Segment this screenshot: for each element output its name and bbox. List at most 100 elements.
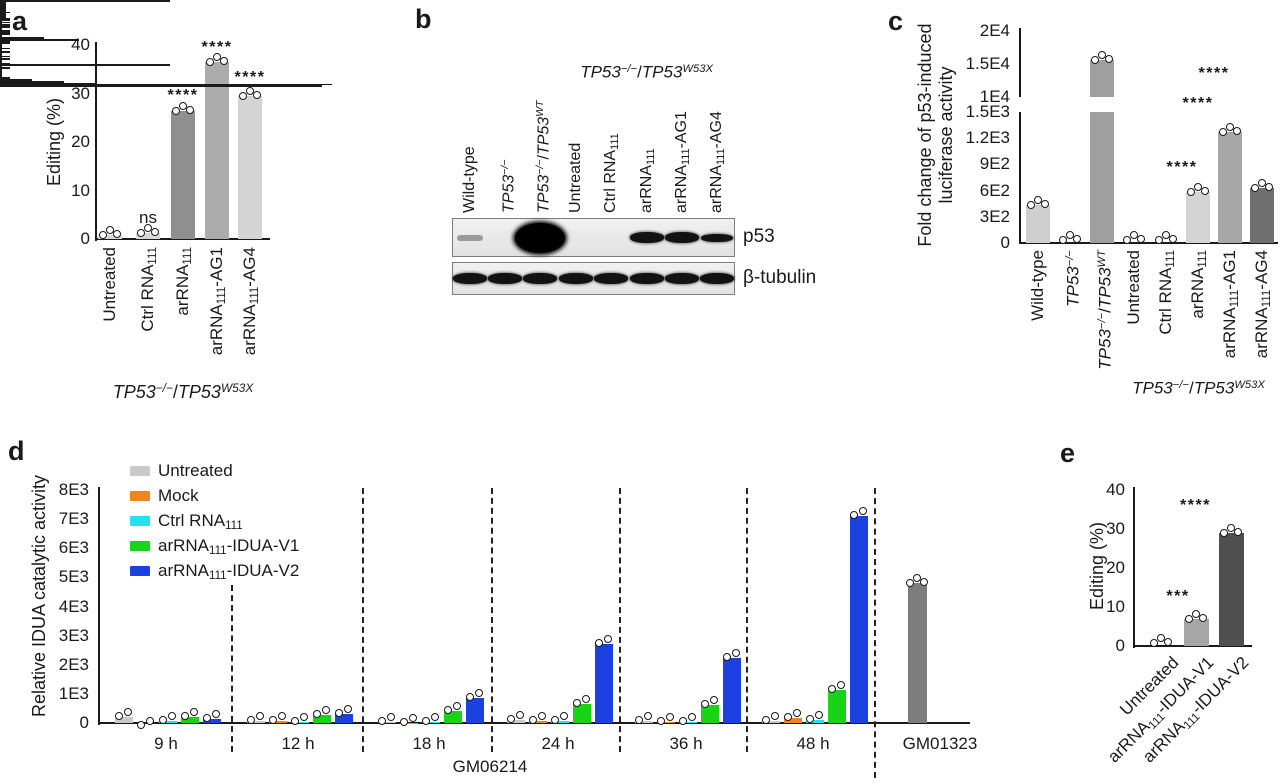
data-dot [475, 688, 483, 697]
data-dot [378, 716, 386, 725]
data-dot [239, 92, 247, 101]
y-axis-title: Editing (%) [44, 97, 64, 187]
bar [247, 721, 265, 723]
data-dot [784, 713, 792, 722]
y-tick-mark [0, 4, 6, 6]
cell-line-line [0, 83, 332, 86]
y-axis-upper-line [1019, 28, 1021, 97]
error-bar-line [0, 80, 2, 83]
y-tick-mark [0, 2, 6, 4]
data-dot [701, 699, 709, 708]
data-dot [828, 684, 836, 693]
y-axis-line [98, 487, 100, 725]
error-bar-line [0, 49, 2, 52]
data-dot [322, 706, 330, 715]
bar [551, 721, 569, 723]
error-bar-cap [0, 47, 10, 50]
bar [784, 718, 802, 723]
protein-band [594, 273, 629, 284]
data-dot [1059, 236, 1067, 244]
group-separator [746, 488, 748, 752]
legend-label: arRNA111-IDUA-V2 [158, 561, 300, 583]
data-dot [1137, 235, 1145, 243]
data-dot [529, 716, 537, 724]
data-dot [1220, 528, 1228, 537]
bar [400, 722, 418, 724]
group-label: 36 h [669, 734, 703, 753]
sig-stars: **** [1166, 159, 1198, 176]
protein-band [523, 273, 558, 284]
group-separator [619, 488, 621, 752]
y-tick-label: 1.2E3 [965, 128, 1010, 148]
data-dot [99, 230, 107, 239]
x-category-label: arRNA111-AG4 [240, 247, 262, 356]
group-separator [491, 488, 493, 752]
lane-label: arRNA111-AG4 [708, 111, 728, 213]
error-bar-cap [0, 19, 10, 21]
data-dot [253, 91, 261, 100]
protein-band [629, 273, 664, 284]
data-dot [1123, 236, 1131, 244]
sig-line [0, 82, 96, 85]
error-bar-line [0, 52, 2, 59]
y-tick-label: 6E2 [979, 180, 1010, 200]
protein-band [558, 273, 593, 284]
data-dot [453, 701, 461, 710]
data-dot [313, 710, 321, 719]
data-dot [444, 705, 452, 714]
lane-label: arRNA111 [637, 148, 657, 213]
data-dot [1234, 527, 1242, 536]
y-tick-label: 8E3 [58, 480, 89, 499]
blot-target-label: β-tubulin [743, 266, 817, 288]
error-bar-cap [0, 25, 10, 28]
lane-label: Wild-type [460, 146, 478, 213]
sig-stars: **** [167, 86, 199, 104]
legend-label: Ctrl RNA111 [158, 511, 243, 533]
data-dot [1169, 235, 1177, 243]
y-axis-line [1133, 487, 1135, 648]
data-dot [431, 713, 439, 722]
data-dot [124, 707, 132, 716]
y-tick-label: 30 [1106, 519, 1125, 538]
y-tick-label: 2E3 [58, 654, 89, 674]
data-dot [151, 228, 159, 237]
group-bracket-label: TP53−/−/TP53W53X [1132, 378, 1265, 398]
y-tick-mark [0, 14, 6, 16]
bar [723, 657, 741, 723]
bar [907, 582, 927, 723]
data-dot [190, 707, 198, 716]
error-bar-cap [0, 67, 10, 69]
error-bar-line [0, 24, 2, 31]
group-label: 12 h [281, 734, 315, 753]
y-tick-mark [0, 12, 6, 14]
data-dot [644, 711, 652, 720]
x-tick-mark [0, 31, 2, 37]
data-dot [1199, 613, 1207, 622]
bar [115, 716, 133, 723]
legend-swatch [130, 566, 150, 576]
data-dot [1041, 200, 1049, 209]
data-dot [1091, 56, 1099, 64]
error-bar-cap [0, 82, 10, 84]
y-tick-label: 10 [71, 180, 90, 200]
data-dot [635, 715, 643, 724]
y-tick-label: 3E2 [979, 206, 1010, 226]
error-bar-cap [0, 24, 10, 26]
error-bar-cap [0, 77, 10, 79]
error-bar-cap [0, 26, 10, 29]
data-dot [551, 716, 559, 725]
y-tick-label: 30 [71, 83, 90, 103]
bar [507, 719, 525, 723]
data-dot [815, 710, 823, 719]
data-dot [256, 712, 264, 720]
x-category-label: TP53−/−/TP53WT [1095, 250, 1115, 370]
bar [444, 710, 462, 723]
y-tick-label: 0 [1000, 233, 1010, 252]
data-dot [1164, 638, 1172, 646]
data-dot [1219, 128, 1227, 137]
data-dot [146, 717, 154, 725]
data-dot [657, 716, 665, 725]
x-category-label: TP53−/− [1063, 250, 1083, 307]
data-dot [113, 229, 121, 238]
error-bar-line [0, 59, 2, 64]
